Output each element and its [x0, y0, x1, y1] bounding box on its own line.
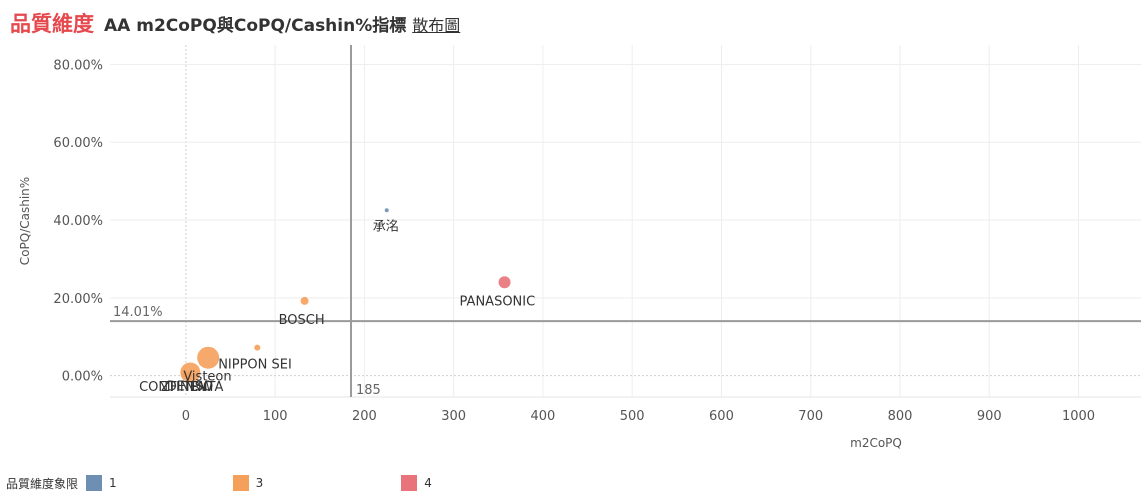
legend-item-1[interactable]: 1 — [86, 475, 117, 491]
y-axis: 80.00% 60.00% 40.00% 20.00% 0.00% — [53, 58, 103, 384]
y-tick-label: 40.00% — [53, 214, 103, 229]
x-tick-label: 400 — [531, 409, 556, 424]
scatter-link[interactable]: 散布圖 — [412, 16, 461, 35]
x-tick-label: 100 — [263, 409, 288, 424]
point-label: Visteon — [183, 369, 231, 384]
point-label: TRW — [183, 380, 213, 395]
title-bar: 品質維度 AA m2CoPQ與CoPQ/Cashin%指標 散布圖 — [10, 8, 460, 40]
grid — [110, 45, 1141, 398]
y-axis-title: CoPQ/Cashin% — [18, 177, 32, 265]
legend-label: 3 — [255, 476, 264, 490]
x-tick-label: 900 — [977, 409, 1002, 424]
point-label: CONTINENTA — [139, 380, 223, 395]
legend-swatch — [401, 475, 418, 491]
legend-swatch — [86, 475, 103, 491]
x-tick-label: 300 — [441, 409, 466, 424]
legend-label: 1 — [109, 476, 117, 490]
data-point[interactable] — [185, 371, 192, 378]
legend-item-3[interactable]: 3 — [232, 475, 264, 491]
point-label: DENSO — [167, 379, 213, 394]
point-labels: 承洺 PANASONIC BOSCH NIPPON SEIVisteonCONTINE… — [139, 219, 535, 395]
data-point[interactable] — [498, 276, 511, 289]
point-label: PANASONIC — [460, 294, 536, 309]
point-label: ZF — [161, 380, 177, 395]
y-tick-label: 0.00% — [62, 370, 103, 385]
data-points[interactable] — [180, 208, 511, 383]
x-tick-label: 1000 — [1062, 409, 1095, 424]
y-tick-label: 60.00% — [53, 136, 103, 151]
page-title: 品質維度 — [10, 12, 94, 36]
legend-title: 品質維度象限 — [6, 476, 79, 491]
x-tick-label: 800 — [888, 409, 913, 424]
data-point[interactable] — [197, 346, 220, 369]
x-axis: 0 100 200 300 400 500 600 700 800 900 1000 — [182, 409, 1095, 424]
reference-lines: 185 14.01% — [110, 45, 1141, 398]
data-point[interactable] — [300, 296, 309, 305]
scatter-chart[interactable]: 185 14.01% 0 100 200 300 400 500 600 700 800 900 10… — [0, 0, 1141, 470]
chart-subtitle: AA m2CoPQ與CoPQ/Cashin%指標 — [104, 16, 407, 36]
legend-item-4[interactable]: 4 — [401, 475, 432, 491]
x-axis-title: m2CoPQ — [850, 436, 902, 450]
data-point[interactable] — [384, 208, 389, 213]
x-tick-label: 500 — [620, 409, 645, 424]
x-tick-label: 200 — [352, 409, 377, 424]
point-label: BOSCH — [279, 313, 325, 328]
point-label: 承洺 — [373, 219, 399, 234]
data-point[interactable] — [254, 344, 261, 351]
point-label: NIPPON SEI — [218, 358, 292, 373]
legend-swatch — [232, 475, 249, 491]
x-tick-label: 600 — [709, 409, 734, 424]
y-tick-label: 80.00% — [53, 58, 103, 73]
y-reference-label: 14.01% — [113, 305, 163, 320]
y-tick-label: 20.00% — [53, 292, 103, 307]
x-tick-label: 700 — [798, 409, 823, 424]
legend-label: 4 — [424, 476, 432, 490]
x-reference-label: 185 — [356, 383, 381, 398]
x-tick-label: 0 — [182, 409, 190, 424]
legend: 品質維度象限 1 3 4 — [6, 474, 432, 492]
